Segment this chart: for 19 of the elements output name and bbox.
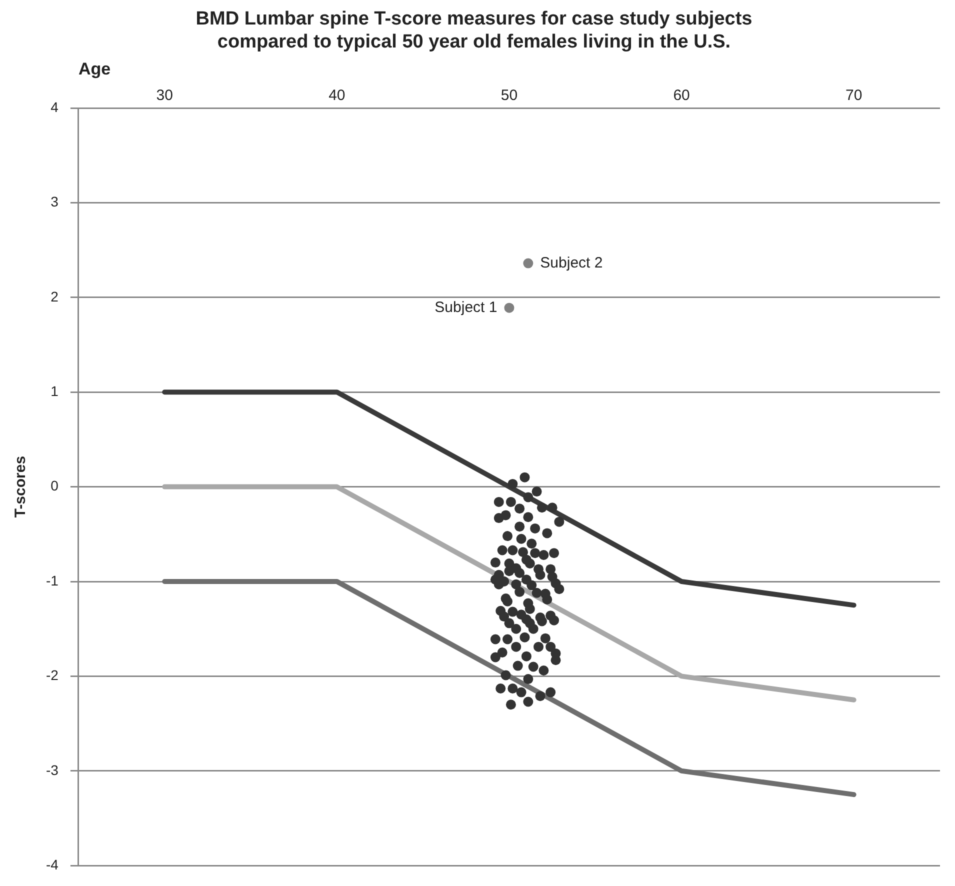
y-tick-label: -1 [46, 572, 59, 588]
x-tick-label: 60 [673, 87, 690, 104]
y-tick-label: 3 [50, 194, 59, 210]
y-tick-label: 0 [50, 478, 59, 494]
series-label: Subject 1 [434, 298, 498, 316]
series-label: Subject 2 [540, 254, 603, 272]
y-tick-label: -4 [46, 856, 59, 872]
y-tick-label: 4 [50, 98, 59, 115]
y-tick-label: 1 [50, 382, 59, 399]
y-tick-label: -2 [46, 667, 59, 684]
chart-title: BMD Lumbar spine T-score measures for case study subjects compared to typical 50 year old females living in the U.S. [196, 8, 752, 52]
y-tick-label: 2 [50, 288, 59, 304]
y-axis-title: T-scores [12, 456, 30, 518]
x-tick-label: 30 [156, 87, 173, 104]
x-tick-label: 70 [846, 87, 862, 104]
x-tick-label: 50 [500, 87, 518, 104]
x-tick-label: 40 [328, 87, 346, 104]
x-axis-title: Age [78, 59, 111, 78]
y-tick-label: -3 [46, 762, 59, 778]
